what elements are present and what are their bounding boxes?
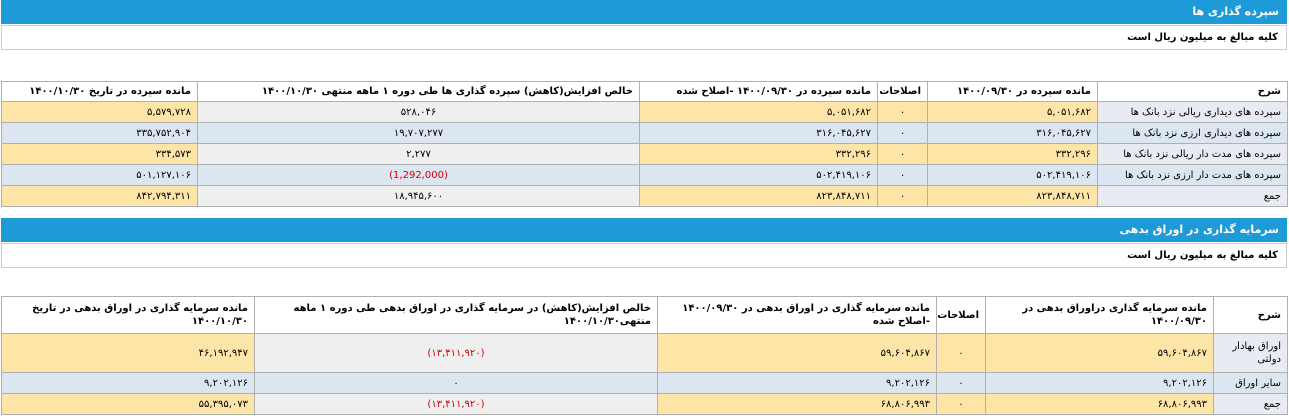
table-cell: ۴۶,۱۹۲,۹۴۷ bbox=[1, 333, 255, 373]
column-header: اصلاحات bbox=[877, 81, 928, 102]
section-title: سرمایه گذاری در اوراق بدهی bbox=[1, 218, 1287, 242]
table-cell: سپرده های دیداری ریالی نزد بانک ها bbox=[1097, 101, 1288, 123]
table-cell: ۵۹,۶۰۴,۸۶۷ bbox=[985, 333, 1214, 373]
table-cell: ۵,۰۵۱,۶۸۲ bbox=[927, 101, 1098, 123]
column-header: شرح bbox=[1097, 81, 1288, 102]
column-header: مانده سرمایه گذاری دراوراق بدهی در ۱۴۰۰/… bbox=[985, 296, 1214, 334]
column-header: مانده سرمایه گذاری در اوراق بدهی در تاری… bbox=[1, 296, 255, 334]
table-cell: ۵۵,۳۹۵,۰۷۳ bbox=[1, 393, 255, 415]
table-cell: ۸۴۲,۷۹۴,۳۱۱ bbox=[1, 185, 198, 207]
column-header: اصلاحات bbox=[936, 296, 986, 334]
table-cell: ۵۲۸,۰۴۶ bbox=[197, 101, 640, 123]
table-cell: ۳۱۶,۰۴۵,۶۲۷ bbox=[927, 122, 1098, 144]
table-row: جمع ۶۸,۸۰۶,۹۹۳ ۰ ۶۸,۸۰۶,۹۹۳ (۱۳,۴۱۱,۹۲۰) ۵۵,۳… bbox=[1, 393, 1288, 415]
table-cell: ۵۰۲,۴۱۹,۱۰۶ bbox=[927, 164, 1098, 186]
table-cell: ۵,۰۵۱,۶۸۲ bbox=[639, 101, 878, 123]
table-cell: ۸۲۳,۸۴۸,۷۱۱ bbox=[639, 185, 878, 207]
table-row: جمع ۸۲۳,۸۴۸,۷۱۱ ۰ ۸۲۳,۸۴۸,۷۱۱ ۱۸,۹۴۵,۶۰۰ ۸۴۲,… bbox=[1, 185, 1288, 207]
data-table: شرح مانده سپرده در ۱۴۰۰/۰۹/۳۰ اصلاحات مانده… bbox=[1, 81, 1288, 207]
table-cell: ۰ bbox=[936, 393, 986, 415]
table-cell: ۰ bbox=[254, 372, 658, 394]
table-cell: ۰ bbox=[877, 143, 928, 165]
table-cell: ۶۸,۸۰۶,۹۹۳ bbox=[985, 393, 1214, 415]
table-cell: ۵۹,۶۰۴,۸۶۷ bbox=[657, 333, 937, 373]
table-cell: اوراق بهادار دولتی bbox=[1213, 333, 1288, 373]
column-header: مانده سپرده در ۱۴۰۰/۰۹/۳۰ -اصلاح شده bbox=[639, 81, 878, 102]
table-cell: ۹,۲۰۲,۱۲۶ bbox=[985, 372, 1214, 394]
column-header: مانده سپرده در ۱۴۰۰/۰۹/۳۰ bbox=[927, 81, 1098, 102]
unit-note: کلیه مبالغ به میلیون ریال است bbox=[1, 25, 1287, 50]
table-cell: ۲,۲۷۷ bbox=[197, 143, 640, 165]
table-cell: ۰ bbox=[877, 185, 928, 207]
table-row: اوراق بهادار دولتی ۵۹,۶۰۴,۸۶۷ ۰ ۵۹,۶۰۴,۸۶۷(… bbox=[1, 333, 1288, 373]
table-cell: ۸۲۳,۸۴۸,۷۱۱ bbox=[927, 185, 1098, 207]
table-cell: ۰ bbox=[877, 164, 928, 186]
column-header: شرح bbox=[1213, 296, 1288, 334]
table-cell: ۹,۲۰۲,۱۲۶ bbox=[1, 372, 255, 394]
data-table: شرح مانده سرمایه گذاری دراوراق بدهی در ۱۴… bbox=[1, 296, 1288, 415]
table-cell: سپرده های مدت دار ریالی نزد بانک ها bbox=[1097, 143, 1288, 165]
column-header: مانده سپرده در تاریخ ۱۴۰۰/۱۰/۳۰ bbox=[1, 81, 198, 102]
column-header: مانده سرمایه گذاری در اوراق بدهی در ۱۴۰۰… bbox=[657, 296, 937, 334]
table-row: سپرده های مدت دار ریالی نزد بانک ها ۳۳۲,۲… bbox=[1, 143, 1288, 165]
column-header: خالص افزایش(کاهش) در سرمایه گذاری در اور… bbox=[254, 296, 658, 334]
table-cell: جمع bbox=[1213, 393, 1288, 415]
unit-note: کلیه مبالغ به میلیون ریال است bbox=[1, 243, 1287, 268]
header-row: شرح مانده سپرده در ۱۴۰۰/۰۹/۳۰ اصلاحات مانده… bbox=[1, 81, 1288, 102]
table-cell: ۵۰۱,۱۲۷,۱۰۶ bbox=[1, 164, 198, 186]
table-cell: سایر اوراق bbox=[1213, 372, 1288, 394]
table-row: سپرده های دیداری ریالی نزد بانک ها ۵,۰۵۱,… bbox=[1, 101, 1288, 123]
section-title: سپرده گذاری ها bbox=[1, 0, 1287, 24]
table-cell: ۱۹,۷۰۷,۲۷۷ bbox=[197, 122, 640, 144]
table-cell: ۳۳۲,۲۹۶ bbox=[639, 143, 878, 165]
table-cell: ۹,۲۰۲,۱۲۶ bbox=[657, 372, 937, 394]
table-cell: (۱۳,۴۱۱,۹۲۰) bbox=[254, 333, 658, 373]
table-cell: ۵,۵۷۹,۷۲۸ bbox=[1, 101, 198, 123]
table-cell: ۰ bbox=[877, 122, 928, 144]
header-row: شرح مانده سرمایه گذاری دراوراق بدهی در ۱۴… bbox=[1, 296, 1288, 334]
column-header: خالص افزایش(کاهش) سپرده گذاری ها طی دوره… bbox=[197, 81, 640, 102]
table-cell: جمع bbox=[1097, 185, 1288, 207]
table-cell: ۳۳۴,۵۷۳ bbox=[1, 143, 198, 165]
table-cell: سپرده های دیداری ارزی نزد بانک ها bbox=[1097, 122, 1288, 144]
table-cell: ۳۳۲,۲۹۶ bbox=[927, 143, 1098, 165]
table-cell: (1,292,000) bbox=[197, 164, 640, 186]
table-row: سپرده های مدت دار ارزی نزد بانک ها ۵۰۲,۴۱… bbox=[1, 164, 1288, 186]
table-row: سپرده های دیداری ارزی نزد بانک ها ۳۱۶,۰۴۵… bbox=[1, 122, 1288, 144]
table-cell: ۰ bbox=[877, 101, 928, 123]
table-cell: ۳۱۶,۰۴۵,۶۲۷ bbox=[639, 122, 878, 144]
table-cell: (۱۳,۴۱۱,۹۲۰) bbox=[254, 393, 658, 415]
table-cell: ۰ bbox=[936, 372, 986, 394]
table-cell: ۰ bbox=[936, 333, 986, 373]
table-cell: ۶۸,۸۰۶,۹۹۳ bbox=[657, 393, 937, 415]
table-cell: ۱۸,۹۴۵,۶۰۰ bbox=[197, 185, 640, 207]
table-cell: ۵۰۲,۴۱۹,۱۰۶ bbox=[639, 164, 878, 186]
table-cell: ۳۳۵,۷۵۲,۹۰۴ bbox=[1, 122, 198, 144]
table-cell: سپرده های مدت دار ارزی نزد بانک ها bbox=[1097, 164, 1288, 186]
table-row: سایر اوراق ۹,۲۰۲,۱۲۶ ۰ ۹,۲۰۲,۱۲۶ ۰ ۹,۲۰۲,۱۲۶ bbox=[1, 372, 1288, 394]
